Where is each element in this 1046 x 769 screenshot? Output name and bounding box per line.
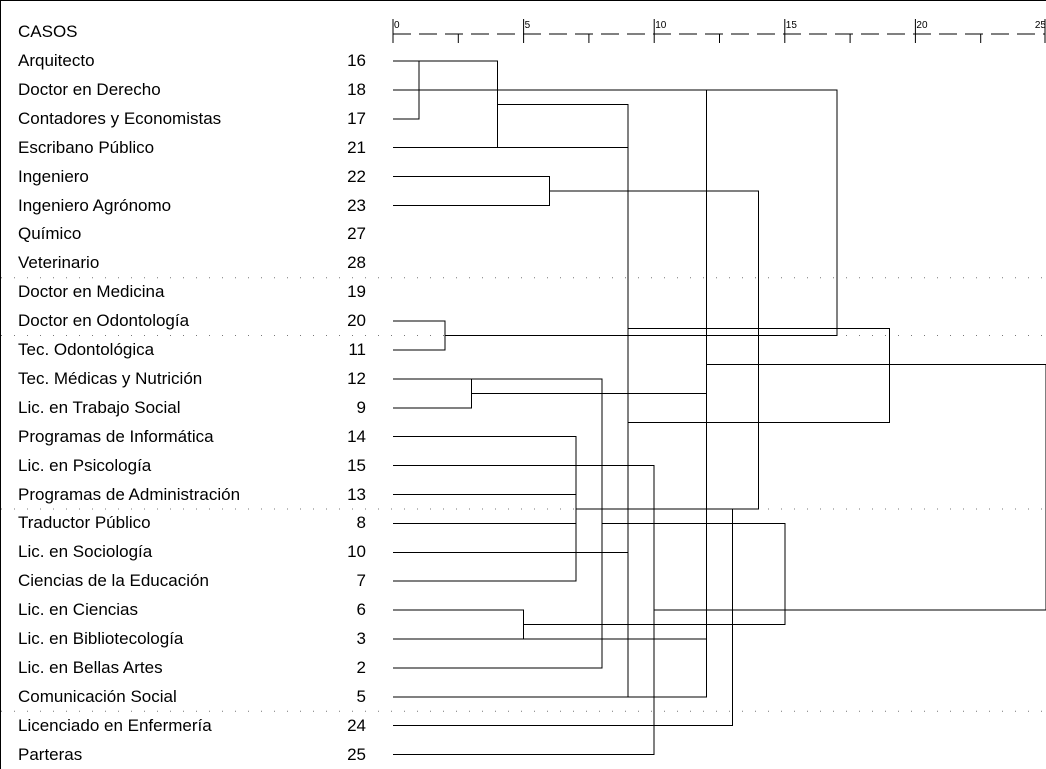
axis-tick-label: 10 [655,20,667,31]
axis-tick-label: 25 [1035,20,1046,31]
dendrogram-link [654,363,1046,611]
case-number: 5 [356,686,366,706]
case-name: Lic. en Psicología [18,455,152,475]
case-name: Doctor en Odontología [18,311,190,331]
dendrogram-link [523,522,786,626]
case-name: Traductor Público [18,513,151,533]
case-number: 16 [347,51,366,70]
case-name: Programas de Informática [18,426,214,446]
case-name: Arquitecto [18,51,95,70]
dendrogram-link [393,436,577,582]
case-name: Comunicación Social [18,686,177,706]
case-number: 7 [356,571,366,591]
case-number: 10 [347,542,366,562]
case-name: Escribano Público [18,137,155,157]
case-number: 28 [347,253,366,273]
case-number: 13 [347,484,366,504]
case-name: Lic. en Sociología [18,542,153,562]
case-name: Lic. en Trabajo Social [18,397,181,417]
case-number: 18 [347,79,366,99]
case-name: Contadores y Economistas [18,108,222,128]
case-name: Tec. Odontológica [18,340,155,359]
case-number: 17 [347,108,366,128]
case-number: 15 [347,455,366,475]
dendrogram-link [549,190,760,510]
axis-tick-label: 0 [394,20,400,31]
case-number: 6 [356,600,366,620]
case-number: 14 [347,426,366,446]
case-name: Licenciado en Enfermería [18,715,212,735]
dendrogram-link [393,60,498,149]
dendrogram-link [393,609,525,640]
dendrogram-link [393,508,734,727]
case-number: 8 [356,513,366,533]
case-name: Doctor en Derecho [18,79,161,99]
case-name: Ingeniero Agrónomo [18,195,172,215]
dendrogram-link [393,378,472,409]
case-name: Lic. en Bellas Artes [18,657,163,677]
case-name: Parteras [18,744,83,764]
axis-tick-label: 20 [916,20,928,31]
axis-tick-label: 5 [525,20,531,31]
case-number: 27 [347,224,366,244]
case-name: Ciencias de la Educación [18,571,209,591]
frame-top-border [0,0,1046,1]
axis-tick-label: 15 [786,20,798,31]
case-name: Programas de Administración [18,484,241,504]
case-name: Lic. en Bibliotecología [18,629,184,648]
case-number: 9 [356,397,366,417]
cases-column-header: CASOS [18,22,78,41]
case-number: 21 [347,137,366,157]
dendrogram-link [393,320,446,351]
case-number: 2 [356,657,366,677]
case-name: Químico [18,224,82,244]
case-number: 24 [347,715,366,735]
case-number: 3 [356,629,366,648]
case-number: 22 [347,166,366,186]
case-name: Lic. en Ciencias [18,600,139,620]
frame-left-border [0,0,1,769]
dendrogram-link [628,327,890,423]
case-number: 19 [347,282,366,302]
dendrogram-link [393,89,707,640]
case-number: 25 [347,744,366,764]
dendrogram-link [393,103,629,553]
dendrogram-link [393,89,838,337]
dendrogram-link [393,494,577,524]
case-number: 23 [347,195,366,215]
case-number: 11 [348,340,366,359]
dendrogram-link [393,392,707,698]
case-name: Tec. Médicas y Nutrición [18,368,203,388]
case-name: Veterinario [18,253,100,273]
case-name: Ingeniero [18,166,89,186]
case-number: 12 [347,368,366,388]
case-name: Doctor en Medicina [18,282,165,302]
case-number: 20 [347,311,366,331]
dendrogram-link [393,147,629,698]
dendrogram-link [393,176,551,206]
